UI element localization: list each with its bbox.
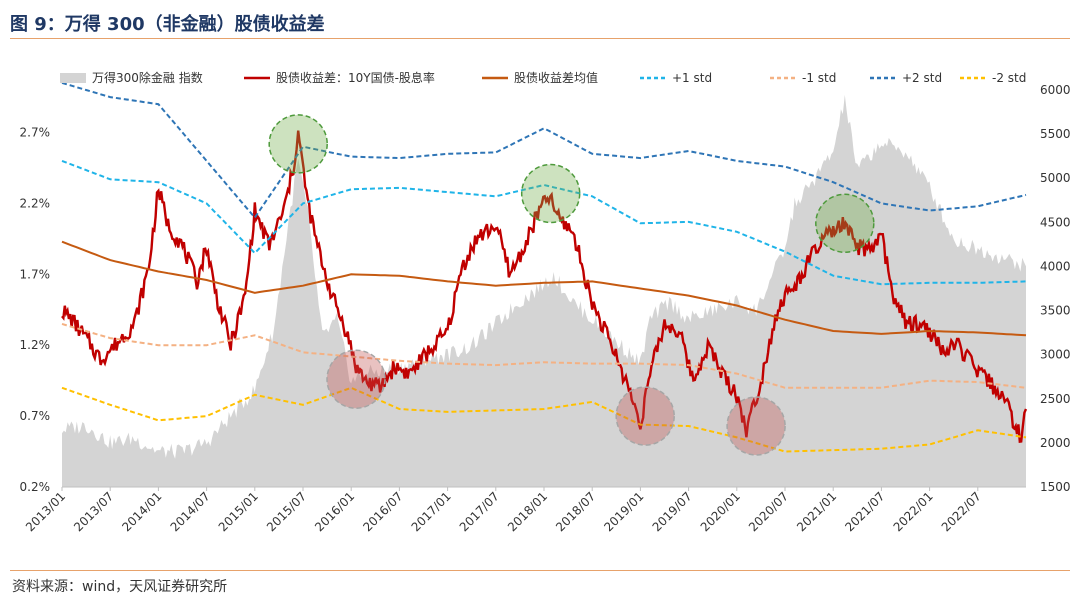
x-tick-label: 2017/07 — [457, 489, 502, 534]
y-left-tick-label: 2.7% — [20, 126, 51, 140]
y-right-tick-label: 6000 — [1040, 83, 1071, 97]
source-note: 资料来源：wind，天风证券研究所 — [12, 579, 228, 595]
x-tick-label: 2020/07 — [746, 489, 791, 534]
y-right-tick-label: 5500 — [1040, 127, 1071, 141]
annotation-circles — [268, 114, 875, 456]
x-tick-label: 2018/01 — [505, 489, 550, 534]
legend-label: 万得300除金融 指数 — [92, 70, 203, 85]
y-left-tick-label: 0.2% — [20, 480, 51, 494]
legend-swatch — [60, 73, 86, 83]
y-right-tick-label: 2000 — [1040, 436, 1071, 450]
y-right-tick-label: 2500 — [1040, 392, 1071, 406]
legend-label: 股债收益差：10Y国债-股息率 — [276, 70, 435, 85]
y-left-tick-label: 1.2% — [20, 338, 51, 352]
x-tick-label: 2022/07 — [939, 489, 984, 534]
spread-line — [61, 130, 1028, 443]
legend-label: 股债收益差均值 — [514, 70, 598, 85]
trough-circle — [326, 349, 386, 409]
x-tick-label: 2016/07 — [360, 489, 405, 534]
x-tick-label: 2020/01 — [698, 489, 743, 534]
y-right-tick-label: 5000 — [1040, 171, 1071, 185]
y-right-tick-label: 4500 — [1040, 215, 1071, 229]
y-right-tick-label: 1500 — [1040, 480, 1071, 494]
x-tick-label: 2019/07 — [650, 489, 695, 534]
y-left-tick-label: 0.7% — [20, 409, 51, 423]
legend-label: +1 std — [672, 71, 712, 85]
x-tick-label: 2017/01 — [409, 489, 454, 534]
mean-line — [61, 240, 1027, 337]
x-tick-label: 2021/01 — [794, 489, 839, 534]
y-right-tick-label: 4000 — [1040, 259, 1071, 273]
title-divider — [10, 38, 1070, 39]
plus2-std-line — [61, 81, 1027, 220]
y-left-tick-label: 1.7% — [20, 267, 51, 281]
legend-label: +2 std — [902, 71, 942, 85]
peak-circle — [268, 114, 328, 174]
y-right-tick-label: 3500 — [1040, 304, 1071, 318]
x-tick-label: 2014/07 — [168, 489, 213, 534]
x-tick-label: 2021/07 — [842, 489, 887, 534]
x-tick-label: 2014/01 — [119, 489, 164, 534]
plus1-std-line — [61, 159, 1027, 286]
figure-title: 图 9：万得 300（非金融）股债收益差 — [10, 14, 325, 35]
x-tick-label: 2015/07 — [264, 489, 309, 534]
y-left-tick-label: 2.2% — [20, 196, 51, 210]
trough-circle — [726, 396, 786, 456]
peak-circle — [815, 193, 875, 254]
x-tick-label: 2013/01 — [23, 489, 68, 534]
lines-layer — [61, 81, 1028, 453]
trough-circle — [615, 386, 675, 446]
x-tick-label: 2015/01 — [216, 489, 261, 534]
index-area-layer — [62, 94, 1026, 488]
legend-label: -2 std — [992, 71, 1026, 85]
peak-circle — [520, 163, 581, 224]
y-right-tick-label: 3000 — [1040, 348, 1071, 362]
x-tick-label: 2022/01 — [891, 489, 936, 534]
legend-label: -1 std — [802, 71, 836, 85]
x-tick-label: 2019/01 — [601, 489, 646, 534]
x-tick-label: 2018/07 — [553, 489, 598, 534]
legend: 万得300除金融 指数 股债收益差：10Y国债-股息率 股债收益差均值 +1 std -… — [60, 70, 1026, 85]
x-tick-label: 2016/01 — [312, 489, 357, 534]
minus2-std-line — [61, 386, 1027, 453]
index-area — [62, 94, 1026, 488]
x-tick-label: 2013/07 — [71, 489, 116, 534]
minus1-std-line — [61, 322, 1027, 389]
footer-divider — [10, 570, 1070, 571]
